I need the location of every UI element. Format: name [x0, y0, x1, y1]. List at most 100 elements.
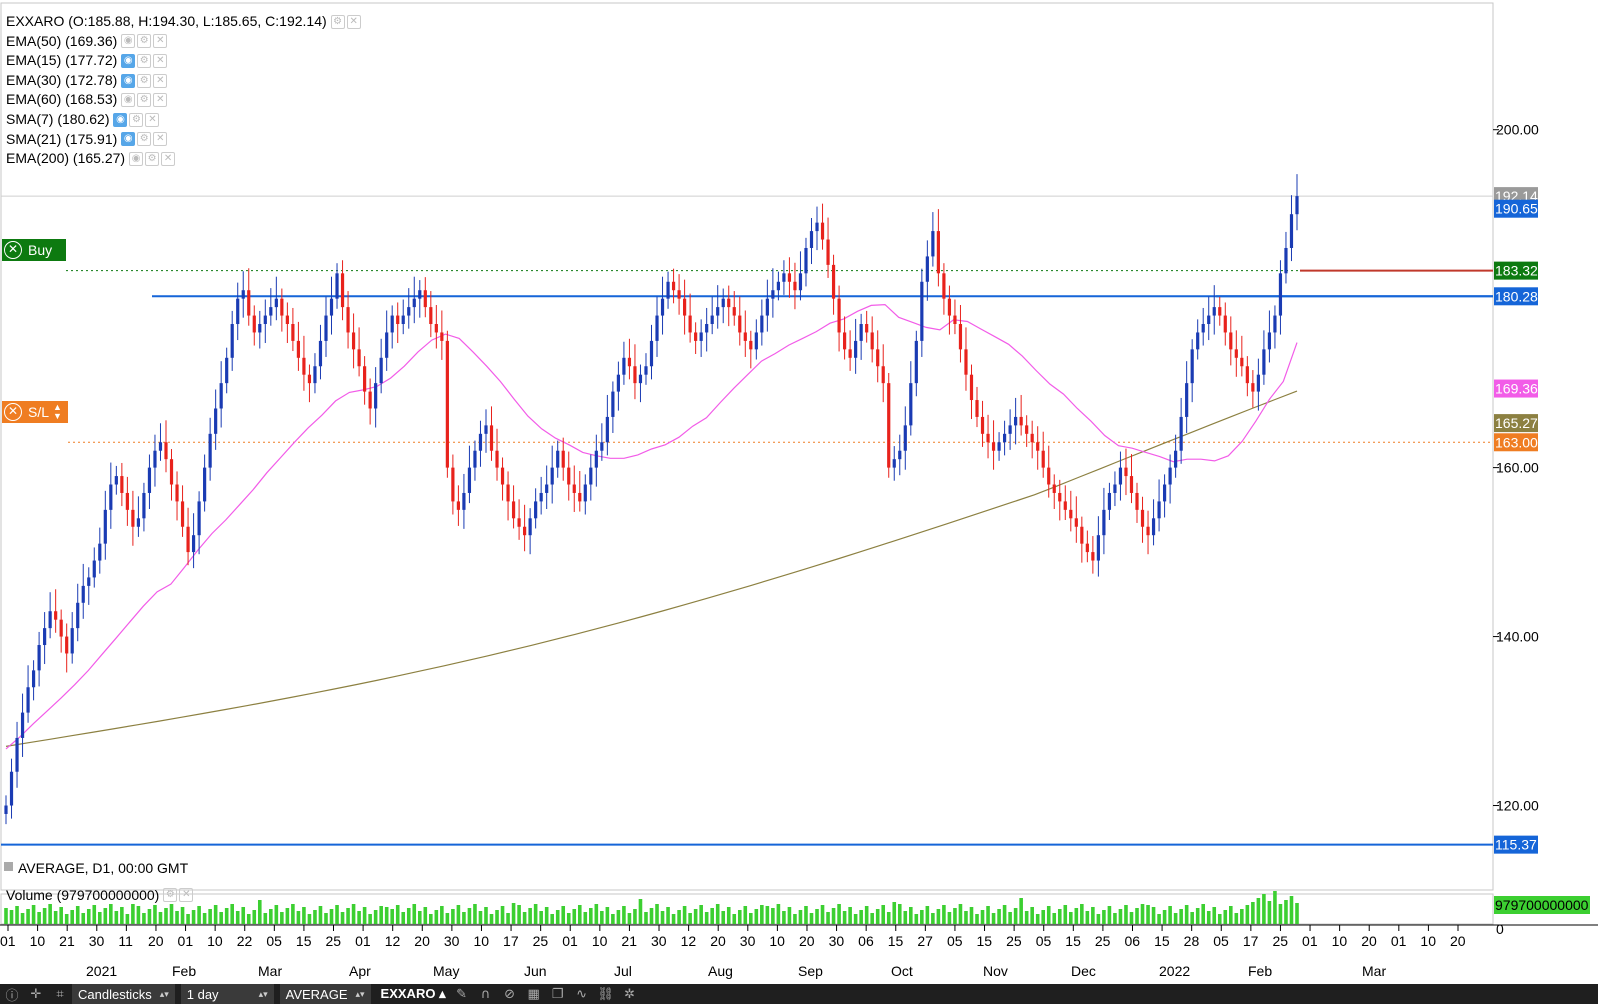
legend-indicator: EMA(15) (177.72) ◉ ⚙ ✕: [6, 51, 361, 71]
crosshair-icon[interactable]: ✛: [30, 986, 42, 1002]
eye-icon[interactable]: ◉: [121, 132, 136, 147]
volume-bar: [1124, 905, 1128, 924]
volume-bar: [1173, 913, 1178, 924]
candle-body: [1002, 433, 1007, 443]
pencil-icon[interactable]: ✎: [456, 986, 468, 1002]
volume-bar: [787, 907, 792, 924]
time-tick-label: 20: [414, 933, 430, 949]
link-icon[interactable]: ⛓: [597, 986, 614, 1002]
volume-bar: [31, 905, 36, 924]
candle-body: [92, 560, 96, 578]
close-icon[interactable]: ✕: [4, 241, 22, 259]
close-icon[interactable]: ✕: [153, 73, 168, 88]
gear-icon[interactable]: ⚙: [129, 112, 144, 127]
eye-icon[interactable]: ◉: [121, 34, 136, 49]
volume-bar: [180, 907, 185, 924]
crop-icon[interactable]: ⌗: [56, 986, 64, 1002]
candle-body: [1019, 416, 1023, 426]
candle-body: [1025, 425, 1029, 434]
layout-icon[interactable]: ▦: [527, 986, 540, 1002]
month-label: 2022: [1159, 963, 1190, 979]
gear-icon[interactable]: ⚙: [330, 14, 345, 29]
copy-icon[interactable]: ❐: [551, 986, 564, 1002]
info-icon[interactable]: ⓘ: [5, 988, 19, 1004]
buy-label: Buy: [28, 242, 53, 258]
close-icon[interactable]: ✕: [153, 132, 168, 147]
stop-loss-tag[interactable]: ✕ S/L ▲ ▼: [2, 401, 68, 423]
candle-body: [1278, 273, 1283, 316]
candle-body: [738, 315, 742, 333]
candle-body: [804, 247, 808, 274]
gear-icon[interactable]: ⚙: [137, 34, 152, 49]
candle-body: [931, 231, 935, 257]
candle-body: [997, 442, 1001, 451]
eye-icon[interactable]: ◉: [129, 151, 144, 166]
candle-body: [31, 670, 36, 688]
candle-body: [478, 433, 483, 451]
candle-body: [716, 307, 720, 316]
magnet-icon[interactable]: ∩: [480, 986, 491, 1002]
volume-bar: [1068, 912, 1073, 924]
price-pane[interactable]: [0, 2, 1494, 891]
template-select[interactable]: AVERAGE ▴▾: [279, 984, 371, 1004]
close-icon[interactable]: ✕: [145, 112, 160, 127]
close-icon[interactable]: ✕: [153, 53, 168, 68]
volume-bar: [506, 913, 510, 924]
volume-bar: [975, 914, 979, 924]
candle-body: [423, 290, 427, 308]
volume-bar: [677, 910, 681, 924]
trend-icon[interactable]: ∿: [576, 986, 588, 1002]
candle-body: [765, 298, 769, 316]
gear-icon[interactable]: ⚙: [145, 151, 160, 166]
volume-bars: [4, 891, 1299, 924]
legend-indicator-label: EMA(15) (177.72): [6, 52, 118, 69]
volume-bar: [710, 908, 714, 924]
symbol-select[interactable]: EXXARO ▴: [380, 986, 446, 1001]
candle-body: [975, 400, 979, 417]
volume-bar: [329, 909, 334, 924]
candle-body: [660, 298, 665, 316]
candle-body: [925, 256, 929, 282]
volume-bar: [186, 914, 190, 924]
candle-body: [820, 222, 825, 240]
gear-icon[interactable]: ⚙: [137, 132, 152, 147]
gear-icon[interactable]: ⚙: [137, 93, 152, 108]
interval-select[interactable]: 1 day ▴▾: [180, 984, 274, 1004]
eye-icon[interactable]: ◉: [121, 93, 136, 108]
gear-icon[interactable]: ⚙: [163, 888, 178, 902]
candle-body: [936, 231, 940, 274]
close-icon[interactable]: ✕: [4, 403, 22, 421]
candle-body: [1129, 476, 1134, 493]
volume-bar: [467, 908, 472, 924]
price-tick-label: 140.00: [1496, 629, 1539, 645]
volume-bar: [1157, 914, 1161, 924]
buy-order-tag[interactable]: ✕ Buy: [2, 239, 66, 261]
settings-icon[interactable]: ✲: [624, 986, 636, 1002]
close-icon[interactable]: ✕: [179, 888, 194, 902]
close-icon[interactable]: ✕: [346, 14, 361, 29]
gear-icon[interactable]: ⚙: [137, 53, 152, 68]
eye-icon[interactable]: ◉: [121, 73, 136, 88]
candle-body: [401, 315, 405, 325]
close-icon[interactable]: ✕: [153, 34, 168, 49]
candle-body: [186, 526, 190, 553]
eye-icon[interactable]: ◉: [113, 112, 128, 127]
candle-body: [302, 357, 306, 375]
close-icon[interactable]: ✕: [153, 93, 168, 108]
close-icon[interactable]: ✕: [161, 151, 176, 166]
candle-body: [1052, 484, 1056, 493]
gear-icon[interactable]: ⚙: [137, 73, 152, 88]
volume-bar: [120, 907, 124, 924]
time-tick-label: 30: [444, 933, 460, 949]
volume-bar: [202, 913, 207, 924]
eye-icon[interactable]: ◉: [121, 53, 136, 68]
hide-icon[interactable]: ⊘: [504, 986, 516, 1002]
candle-body: [247, 290, 251, 316]
volume-bar: [1256, 898, 1261, 924]
volume-bar: [1080, 904, 1084, 924]
stepper-icon[interactable]: ▲ ▼: [53, 402, 62, 421]
candle-body: [545, 484, 549, 493]
chart-type-select[interactable]: Candlesticks ▴▾: [72, 984, 175, 1004]
candle-body: [1008, 425, 1012, 434]
